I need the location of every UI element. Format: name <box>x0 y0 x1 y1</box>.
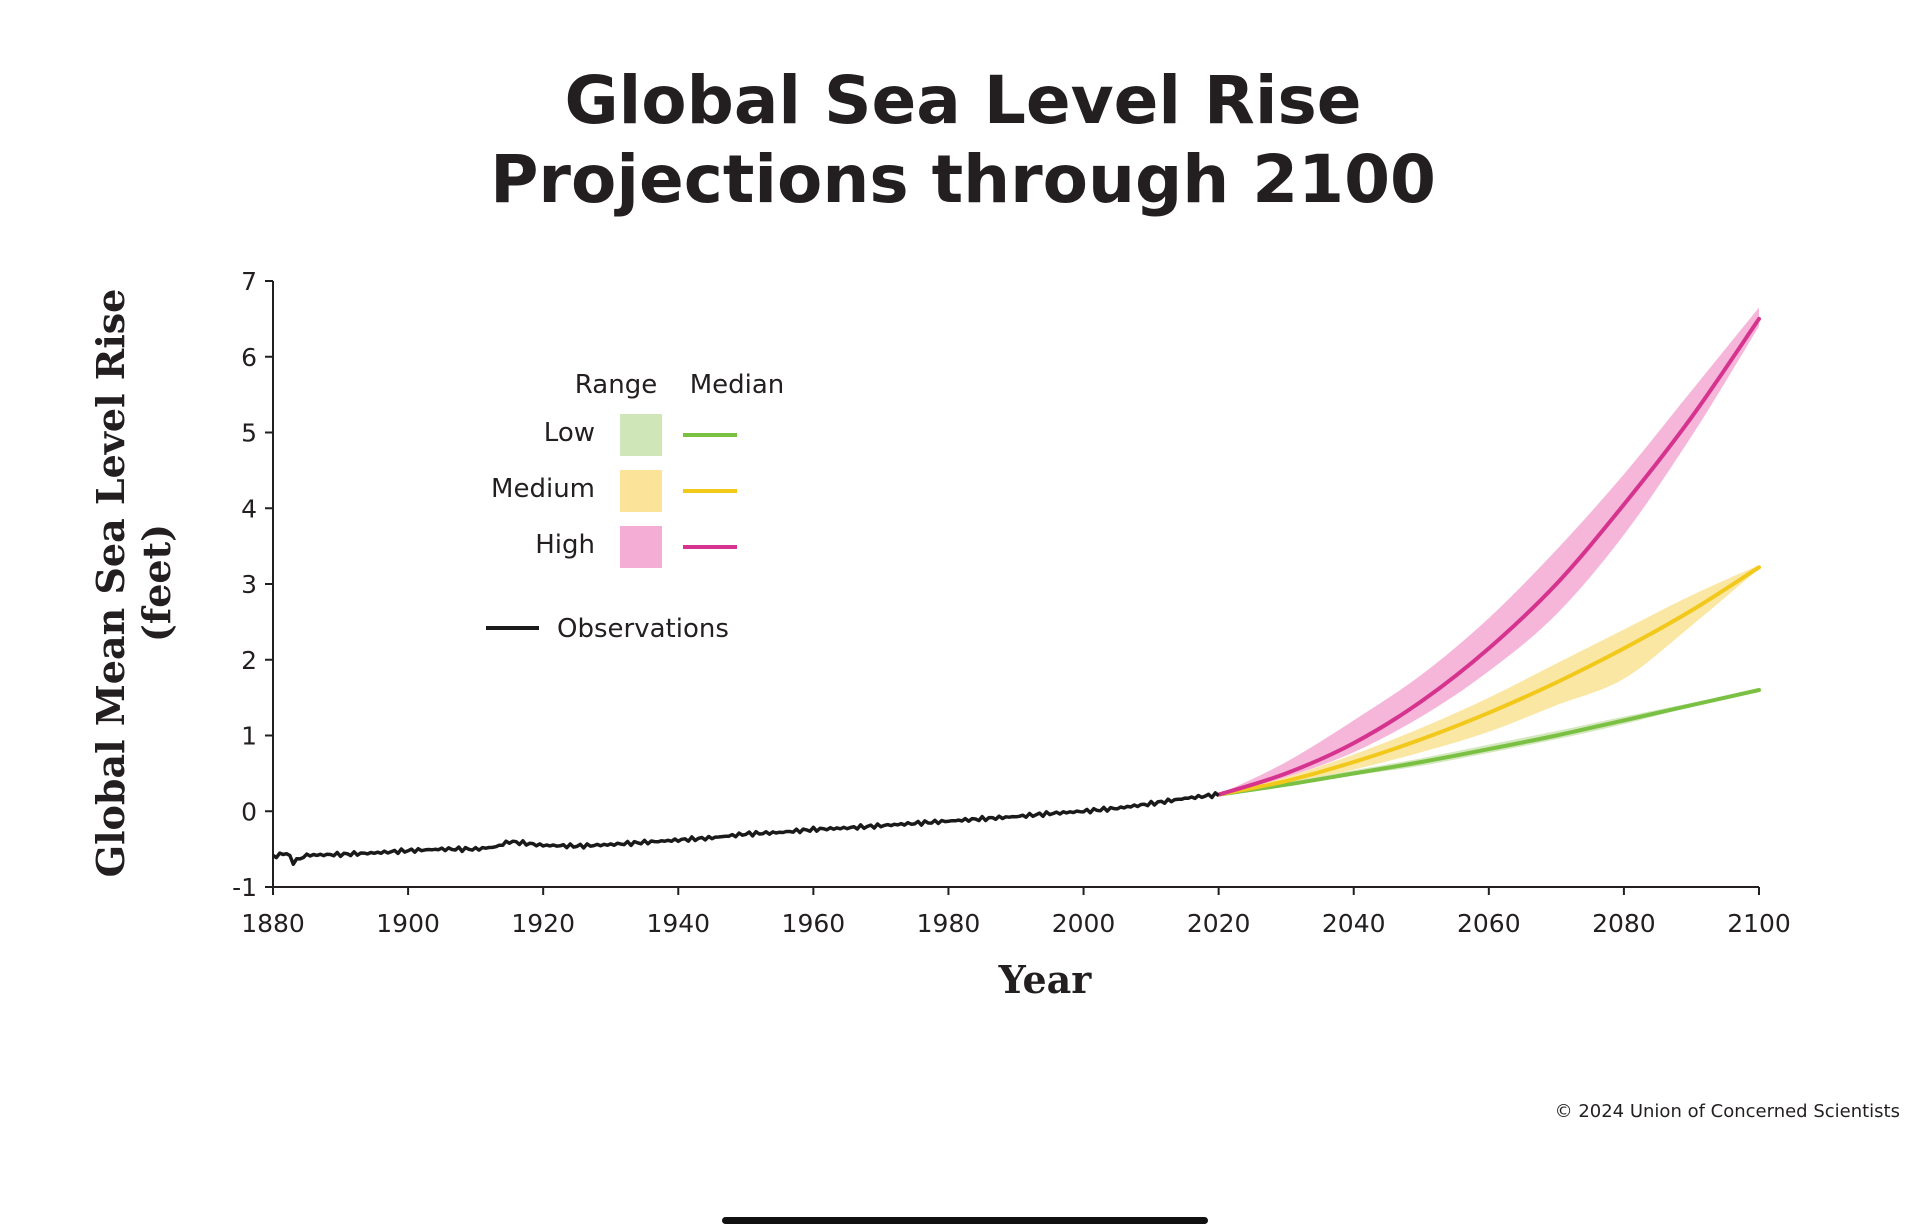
x-axis-title: Year <box>998 957 1093 1002</box>
median-line-medium <box>1216 565 1761 797</box>
legend-label-medium: Medium <box>491 474 595 504</box>
y-tick-label: 2 <box>241 646 257 675</box>
x-tick-label: 1960 <box>782 909 846 938</box>
legend-swatch-high <box>620 526 662 568</box>
observations-line <box>272 791 1220 866</box>
median-lines <box>272 316 1761 866</box>
y-tick-label: 3 <box>241 570 257 599</box>
ticks-layer: -1 0 1 2 3 4 5 6 7 1880 1900 1920 1940 1960 1980 2000 20… <box>232 267 1791 938</box>
legend-swatch-low <box>620 414 662 456</box>
legend-label-observations: Observations <box>557 614 729 644</box>
y-axis-title-line-2: (feet) <box>134 524 179 642</box>
y-tick-label: 7 <box>241 267 257 296</box>
x-tick-label: 2100 <box>1727 909 1791 938</box>
legend: Range Median Low Medium High Observation… <box>486 370 784 644</box>
x-tick-label: 1940 <box>646 909 710 938</box>
y-tick-label: 6 <box>241 343 257 372</box>
x-tick-label: 1880 <box>241 909 305 938</box>
median-line-high <box>1216 316 1761 797</box>
x-tick-label: 2020 <box>1187 909 1251 938</box>
median-line-low <box>1216 688 1761 797</box>
x-tick-label: 2040 <box>1322 909 1386 938</box>
x-tick-label: 2080 <box>1592 909 1656 938</box>
range-bands <box>1218 307 1759 795</box>
legend-range-header: Range <box>575 370 657 400</box>
legend-median-header: Median <box>690 370 785 400</box>
home-indicator <box>722 1217 1208 1224</box>
copyright-credit: © 2024 Union of Concerned Scientists <box>1555 1101 1900 1122</box>
x-tick-label: 1980 <box>917 909 981 938</box>
legend-swatch-medium <box>620 470 662 512</box>
x-tick-label: 2060 <box>1457 909 1521 938</box>
y-axis-title-line-1: Global Mean Sea Level Rise <box>88 289 133 878</box>
chart-title-line-1: Global Sea Level Rise <box>564 62 1361 139</box>
x-tick-label: 1900 <box>376 909 440 938</box>
y-tick-label: -1 <box>232 873 257 902</box>
y-tick-label: 4 <box>241 494 257 523</box>
y-tick-label: 5 <box>241 419 257 448</box>
x-tick-label: 2000 <box>1052 909 1116 938</box>
y-tick-label: 0 <box>241 797 257 826</box>
y-tick-label: 1 <box>241 722 257 751</box>
chart-title-line-2: Projections through 2100 <box>490 141 1436 218</box>
x-tick-label: 1920 <box>511 909 575 938</box>
legend-label-high: High <box>535 530 595 560</box>
legend-label-low: Low <box>544 418 595 448</box>
